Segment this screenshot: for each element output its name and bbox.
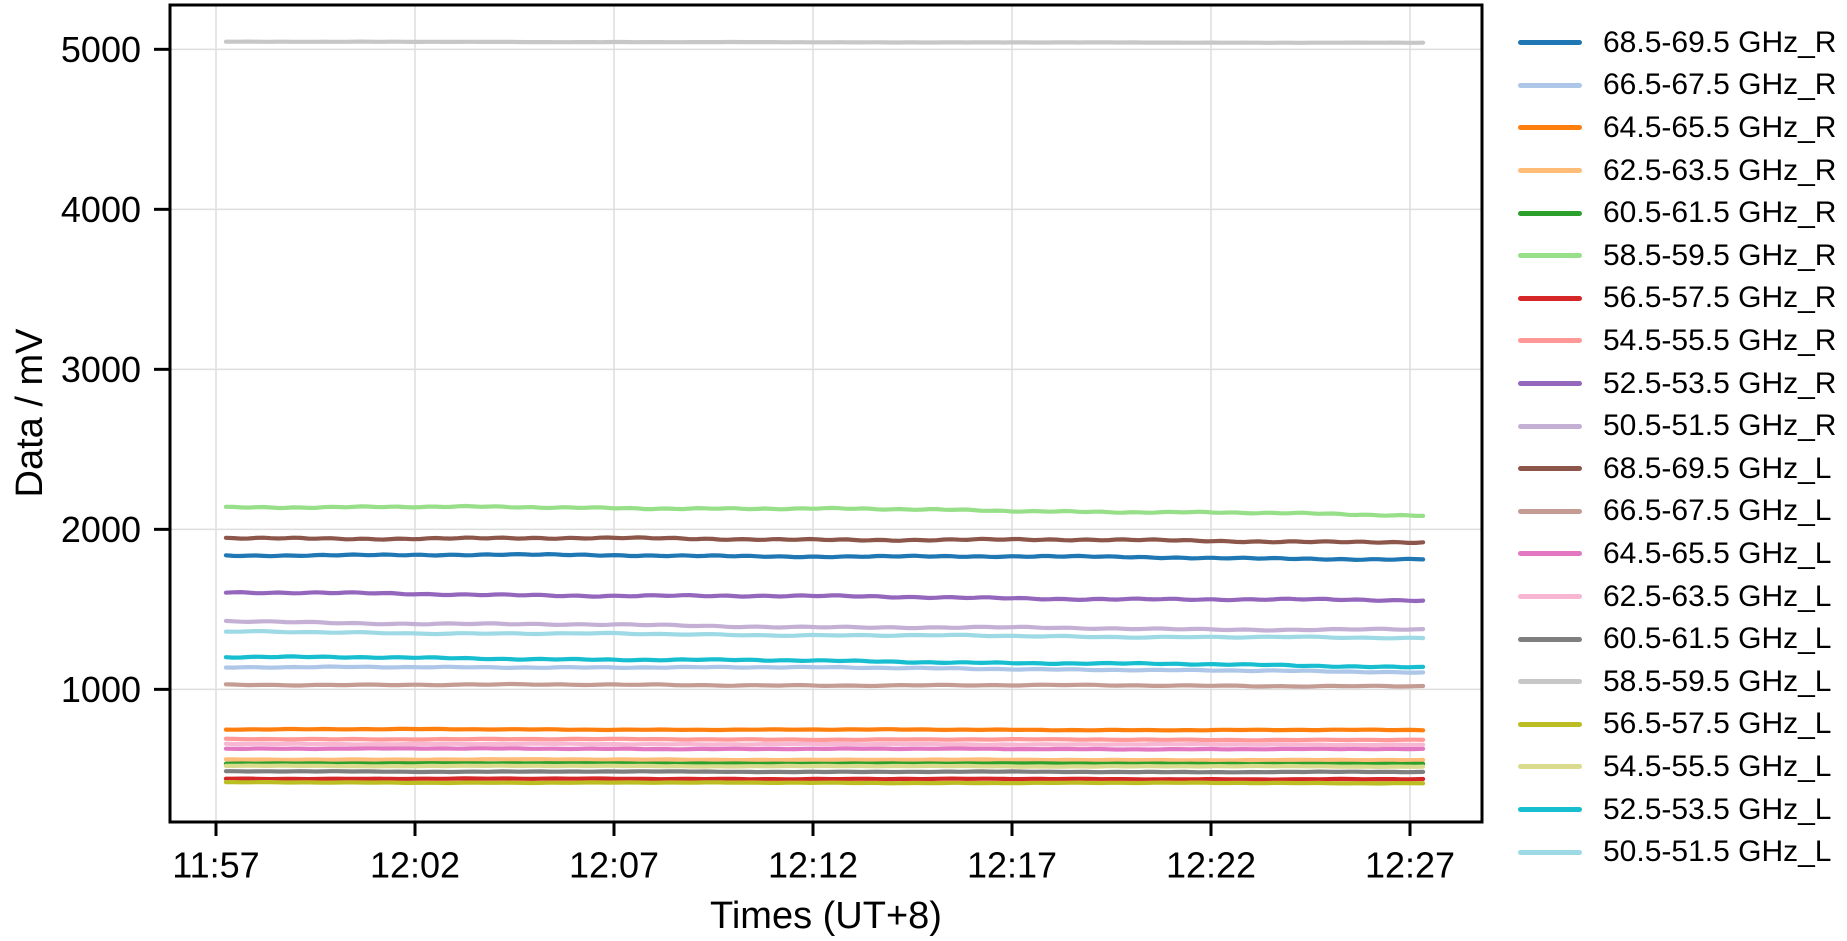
series-line-60.5-61.5-ghz_r [223,761,1426,767]
y-tick-label: 2000 [61,509,141,550]
series-line-62.5-63.5-ghz_l [223,741,1426,748]
series-line-58.5-59.5-ghz_r [223,503,1426,519]
x-tick-label: 12:02 [370,845,460,886]
x-tick-label: 12:07 [569,845,659,886]
series-line-58.5-59.5-ghz_l [223,39,1426,45]
series-line-56.5-57.5-ghz_l [223,779,1426,786]
series-line-60.5-61.5-ghz_l [223,769,1426,775]
x-tick-label: 12:27 [1365,845,1455,886]
x-tick-label: 12:12 [768,845,858,886]
series-line-64.5-65.5-ghz_r [223,726,1426,733]
y-tick-label: 5000 [61,29,141,70]
x-tick-label: 12:22 [1166,845,1256,886]
plot-border [168,3,1484,824]
tick-labels: 11:57 12:02 12:07 12:12 12:17 12:22 12:27 1000 2… [61,29,1455,886]
series-line-52.5-53.5-ghz_r [223,589,1426,604]
x-tick-label: 12:17 [967,845,1057,886]
y-tick-label: 4000 [61,189,141,230]
x-tick-label: 11:57 [172,845,259,886]
y-tick-label: 1000 [61,669,141,710]
y-axis-label: Data / mV [9,328,51,498]
series-line-68.5-69.5-ghz_l [223,535,1426,546]
series-line-66.5-67.5-ghz_l [223,681,1426,689]
grid-lines [170,5,1482,822]
series-line-52.5-53.5-ghz_l [223,654,1426,670]
series-line-68.5-69.5-ghz_r [223,551,1426,563]
axes [154,3,1484,836]
series-line-62.5-63.5-ghz_r [223,757,1426,763]
series-lines [223,39,1426,786]
series-line-50.5-51.5-ghz_l [223,628,1426,641]
series-line-54.5-55.5-ghz_l [223,763,1426,770]
series-line-54.5-55.5-ghz_r [223,736,1426,743]
series-line-66.5-67.5-ghz_r [223,664,1426,675]
series-line-56.5-57.5-ghz_r [223,776,1426,782]
x-axis-label: Times (UT+8) [710,895,942,937]
y-tick-label: 3000 [61,349,141,390]
series-line-50.5-51.5-ghz_r [223,618,1426,633]
series-line-64.5-65.5-ghz_l [223,746,1426,752]
